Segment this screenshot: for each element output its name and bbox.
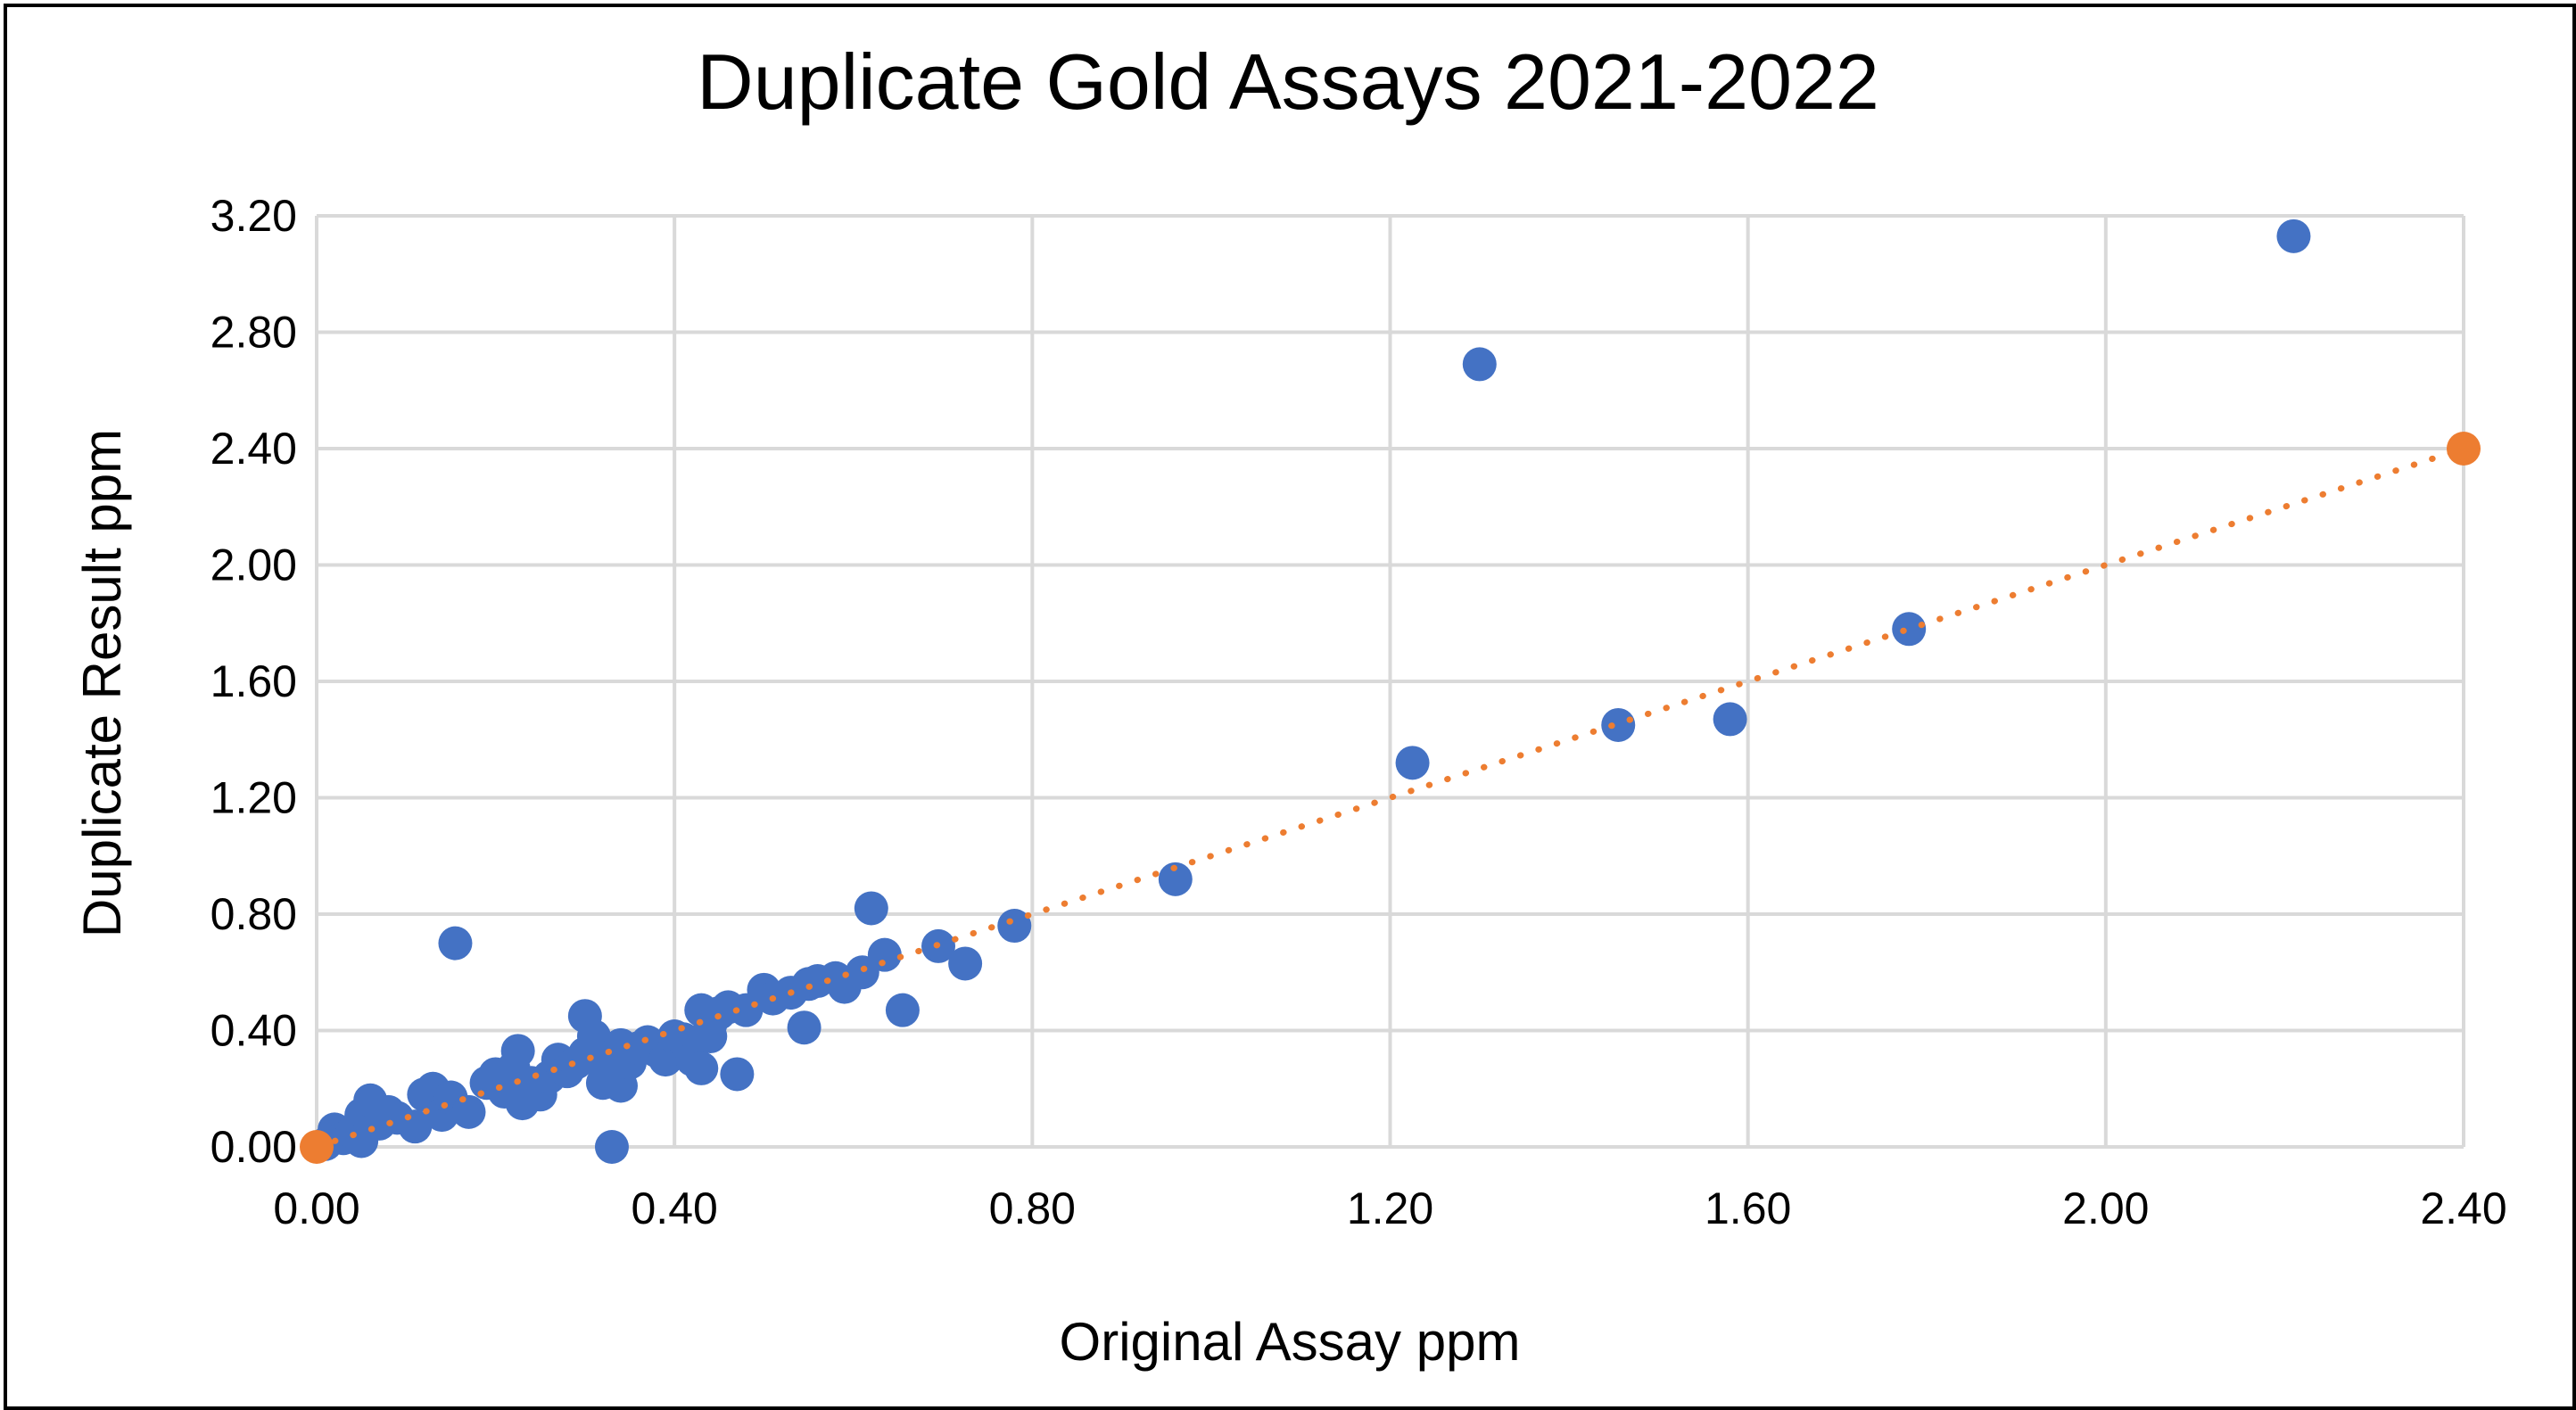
x-axis-title: Original Assay ppm: [1060, 1312, 1521, 1372]
data-point: [1892, 612, 1927, 647]
data-point: [451, 1094, 486, 1129]
y-tick-label: 1.60: [211, 656, 297, 706]
reference-point: [2447, 432, 2481, 466]
x-tick-label: 1.60: [1705, 1183, 1791, 1233]
data-point: [720, 1057, 755, 1092]
y-tick-label: 1.20: [211, 773, 297, 823]
y-tick-label: 0.40: [211, 1006, 297, 1056]
y-axis-title: Duplicate Result ppm: [72, 429, 132, 937]
data-point: [438, 926, 473, 961]
y-axis-tick-labels: 0.00 0.40 0.80 1.20 1.60 2.00 2.40 2.80 3.20: [211, 191, 297, 1172]
x-tick-label: 0.80: [989, 1183, 1076, 1233]
data-point: [867, 937, 902, 972]
data-point: [1601, 707, 1636, 742]
y-tick-label: 0.00: [211, 1122, 297, 1172]
series-layer: [300, 219, 2481, 1164]
data-point: [594, 1130, 629, 1164]
x-tick-label: 0.40: [632, 1183, 718, 1233]
data-point: [1158, 862, 1193, 896]
data-point: [885, 993, 920, 1027]
data-point: [997, 909, 1032, 944]
x-axis-tick-labels: 0.00 0.40 0.80 1.20 1.60 2.00 2.40: [273, 1183, 2506, 1233]
data-point: [787, 1010, 822, 1045]
data-point: [948, 946, 983, 981]
x-tick-label: 1.20: [1347, 1183, 1433, 1233]
reference-line: [313, 445, 2467, 1150]
data-point: [2276, 219, 2311, 253]
data-point: [854, 891, 888, 926]
y-tick-label: 2.00: [211, 540, 297, 590]
data-point: [684, 1051, 719, 1085]
y-tick-label: 3.20: [211, 191, 297, 241]
data-point: [1462, 347, 1497, 382]
data-point: [500, 1034, 535, 1068]
chart-title: Duplicate Gold Assays 2021-2022: [697, 37, 1879, 126]
gridlines: [315, 214, 2465, 1149]
data-point: [1395, 746, 1430, 780]
x-tick-label: 2.40: [2420, 1183, 2506, 1233]
y-tick-label: 2.80: [211, 308, 297, 358]
x-tick-label: 0.00: [273, 1183, 359, 1233]
y-tick-label: 0.80: [211, 889, 297, 939]
x-tick-label: 2.00: [2062, 1183, 2149, 1233]
chart-frame: [4, 4, 2576, 1410]
reference-point: [300, 1130, 334, 1164]
y-tick-label: 2.40: [211, 424, 297, 474]
data-point: [1713, 702, 1747, 737]
